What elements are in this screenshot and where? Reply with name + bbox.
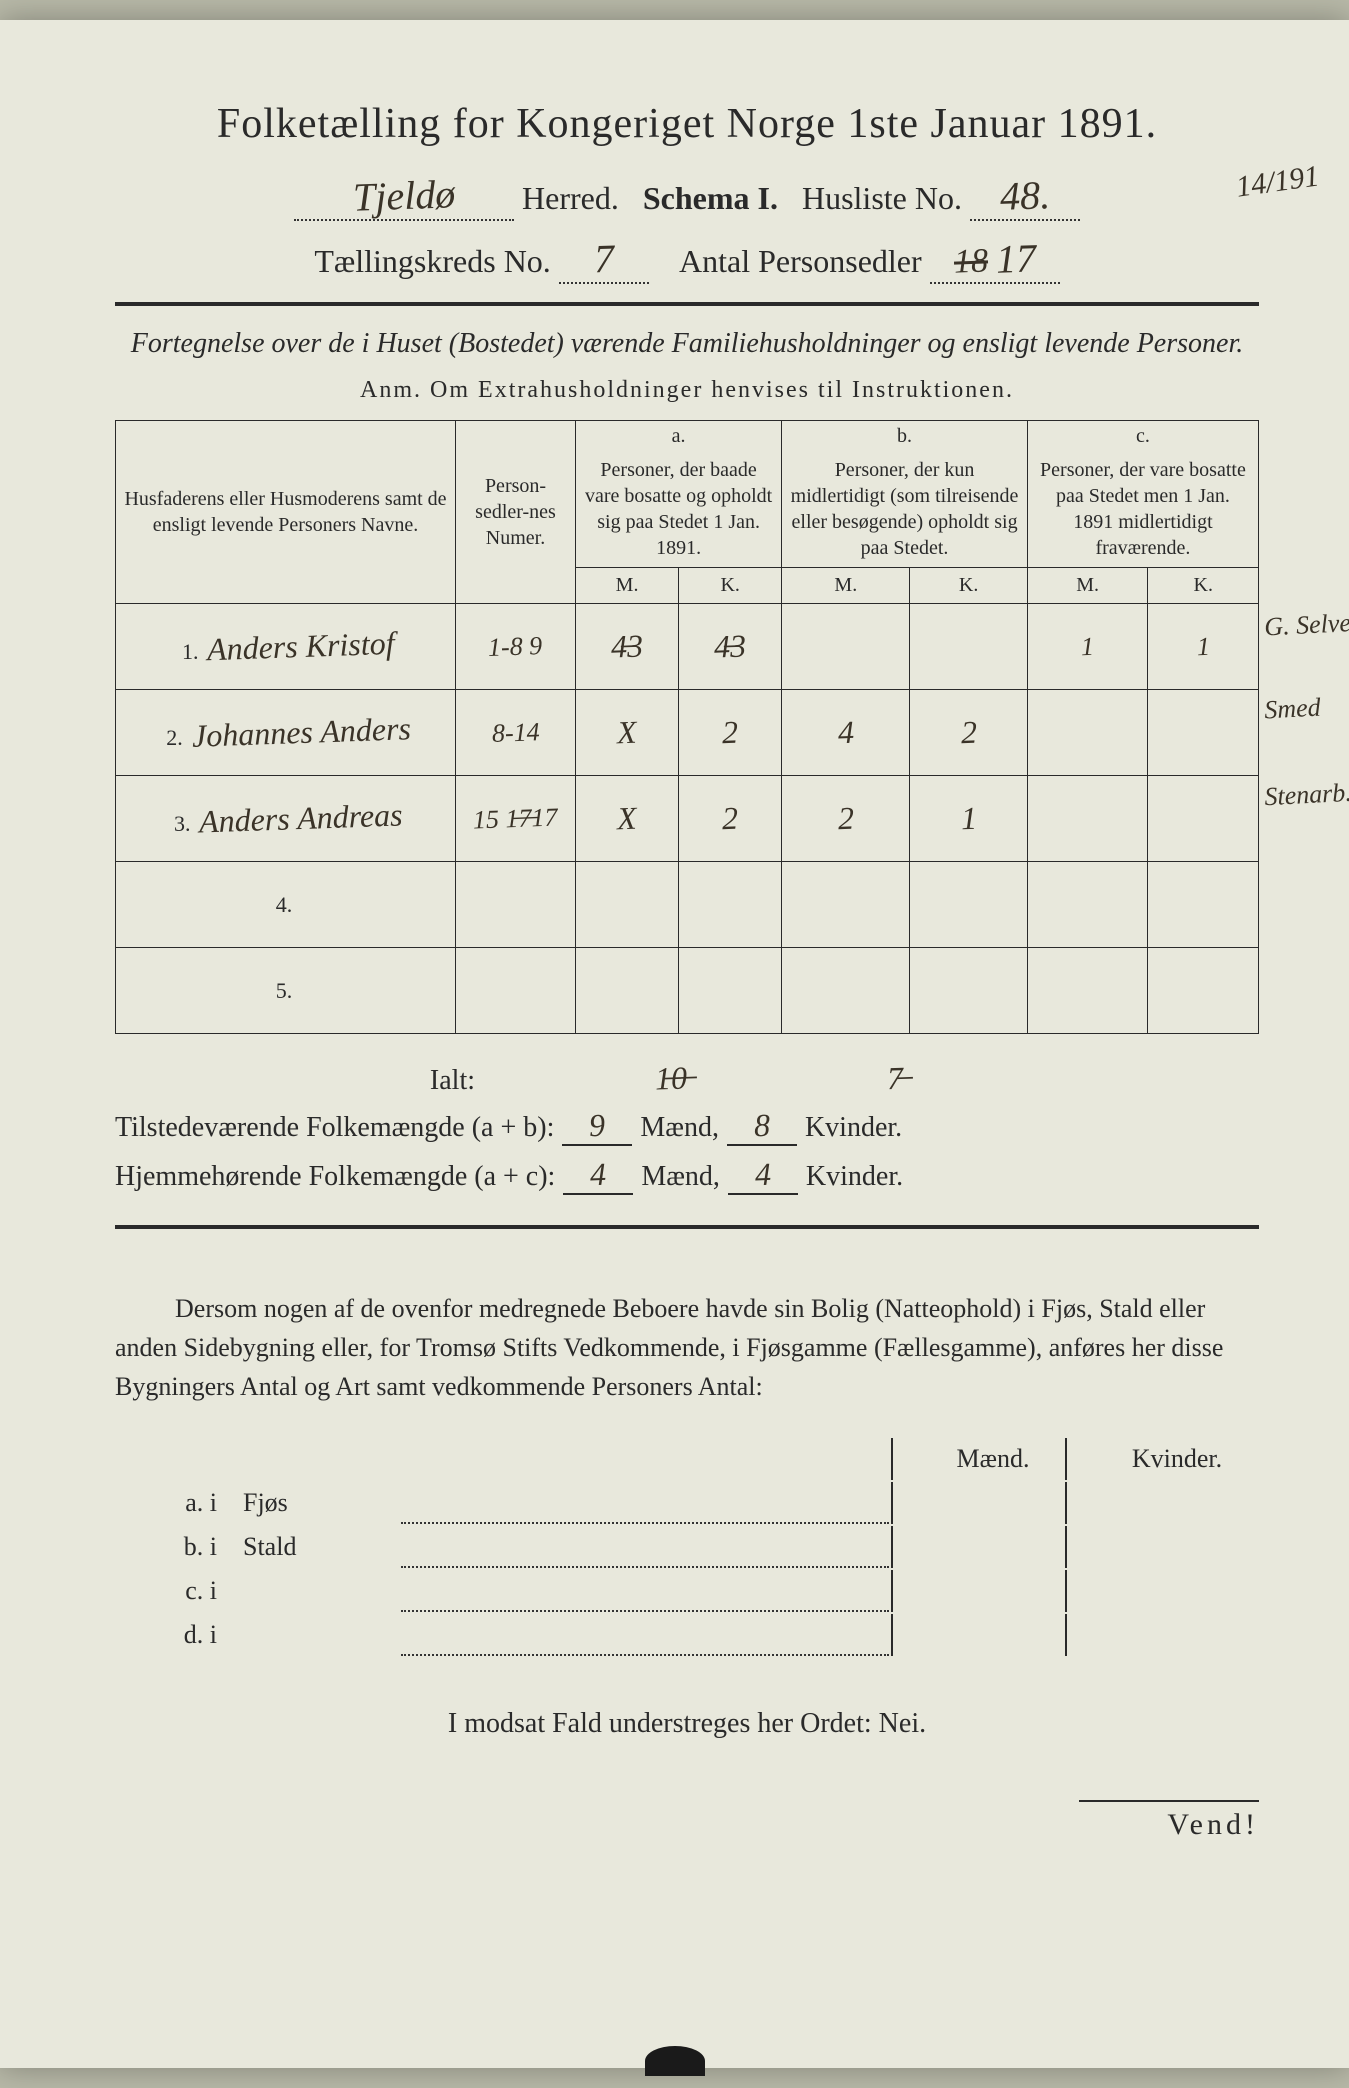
building-paragraph: Dersom nogen af de ovenfor medregnede Be…: [115, 1289, 1259, 1406]
anm-note: Anm. Om Extrahusholdninger henvises til …: [115, 377, 1259, 404]
hdr-a-k: K.: [679, 568, 782, 604]
herred-value: Tjeldø: [352, 170, 456, 221]
husliste-value: 48.: [999, 171, 1051, 220]
kvinder-1: Kvinder.: [805, 1112, 902, 1144]
table-row: 4.: [116, 862, 1259, 948]
ialt-label: Ialt:: [115, 1065, 495, 1097]
header-line-2: Tællingskreds No. 7 Antal Personsedler 1…: [115, 235, 1259, 284]
table-row: 5.: [116, 948, 1259, 1034]
hdr-b-top: b.: [782, 421, 1028, 452]
divider-2: [115, 1225, 1259, 1229]
antal-label: Antal Personsedler: [679, 243, 922, 279]
tot1-label: Tilstedeværende Folkemængde (a + b):: [115, 1112, 554, 1144]
header-line-1: Tjeldø Herred. Schema I. Husliste No. 48…: [115, 172, 1259, 221]
census-form: 14/191 Folketælling for Kongeriget Norge…: [0, 20, 1349, 2068]
herred-label: Herred.: [522, 180, 619, 216]
building-row: a. iFjøs: [117, 1482, 1257, 1524]
tot2-m: 4: [590, 1156, 607, 1194]
building-table: Mænd. Kvinder. a. iFjøsb. iStaldc. id. i: [115, 1436, 1259, 1658]
mk-k: Kvinder.: [1097, 1438, 1257, 1480]
hdr-num: Person-sedler-nes Numer.: [456, 421, 576, 604]
building-row: c. i: [117, 1570, 1257, 1612]
hdr-c-top: c.: [1027, 421, 1258, 452]
kvinder-2: Kvinder.: [806, 1161, 903, 1193]
building-row: d. i: [117, 1614, 1257, 1656]
kreds-label: Tællingskreds No.: [314, 243, 550, 279]
page-damage: [645, 2046, 705, 2076]
hdr-c-k: K.: [1148, 568, 1259, 604]
hdr-b: Personer, der kun midlertidigt (som tilr…: [782, 451, 1028, 568]
maend-1: Mænd,: [640, 1112, 719, 1144]
vend: Vend!: [1079, 1800, 1259, 1842]
hdr-c: Personer, der vare bosatte paa Stedet me…: [1027, 451, 1258, 568]
form-title: Folketælling for Kongeriget Norge 1ste J…: [115, 100, 1259, 148]
hdr-a-top: a.: [576, 421, 782, 452]
tot2-k: 4: [754, 1156, 771, 1194]
ialt-v2: 7̶: [886, 1060, 903, 1098]
table-row: 2. Johannes Anders8-14X242Smed: [116, 690, 1259, 776]
hdr-a-m: M.: [576, 568, 679, 604]
building-row: b. iStald: [117, 1526, 1257, 1568]
schema-label: Schema I.: [643, 180, 778, 216]
antal-struck: 18: [953, 242, 988, 281]
tot2-label: Hjemmehørende Folkemængde (a + c):: [115, 1161, 555, 1193]
ialt-v1: 1̶0̶: [654, 1060, 687, 1098]
subtitle: Fortegnelse over de i Huset (Bostedet) v…: [115, 324, 1259, 363]
hdr-name: Husfaderens eller Husmoderens samt de en…: [116, 421, 456, 604]
kreds-value: 7: [593, 235, 615, 283]
mk-m: Mænd.: [923, 1438, 1063, 1480]
husliste-label: Husliste No.: [802, 180, 962, 216]
hdr-b-m: M.: [782, 568, 910, 604]
antal-value: 17: [995, 234, 1037, 282]
tot1-m: 9: [589, 1107, 606, 1145]
census-table: Husfaderens eller Husmoderens samt de en…: [115, 420, 1259, 1034]
maend-2: Mænd,: [641, 1161, 720, 1193]
hdr-c-m: M.: [1027, 568, 1148, 604]
tot1-k: 8: [753, 1107, 770, 1145]
hdr-a: Personer, der baade vare bosatte og opho…: [576, 451, 782, 568]
totals-block: Ialt: 1̶0̶ 7̶ Tilstedeværende Folkemængd…: [115, 1060, 1259, 1195]
nei-line: I modsat Fald understreges her Ordet: Ne…: [115, 1708, 1259, 1740]
hdr-b-k: K.: [910, 568, 1027, 604]
table-row: 3. Anders Andreas15 1̶7̶17X221Stenarb.: [116, 776, 1259, 862]
table-row: 1. Anders Kristof1-8 94̶34̶311G. Selvei.…: [116, 604, 1259, 690]
divider: [115, 302, 1259, 306]
